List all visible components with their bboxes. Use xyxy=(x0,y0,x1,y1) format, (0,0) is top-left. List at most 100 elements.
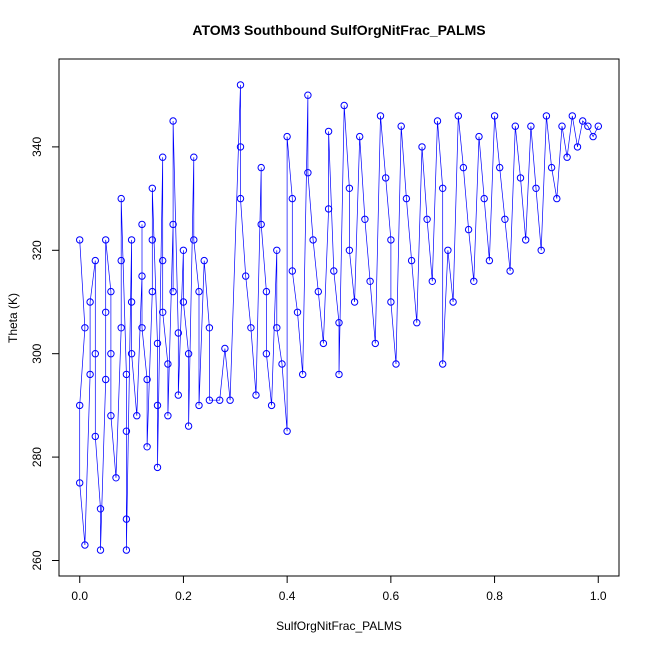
data-point xyxy=(361,215,369,224)
data-point xyxy=(516,174,525,182)
data-point xyxy=(221,344,229,353)
data-point xyxy=(242,272,250,280)
data-point xyxy=(236,194,245,203)
data-point xyxy=(247,324,255,332)
data-point xyxy=(537,246,545,255)
data-point xyxy=(418,143,426,151)
data-point xyxy=(127,236,136,244)
data-point xyxy=(262,350,271,358)
data-point xyxy=(542,112,551,120)
data-point xyxy=(190,153,198,161)
data-point xyxy=(335,370,343,379)
data-point xyxy=(366,277,374,285)
data-point xyxy=(91,350,100,358)
data-point xyxy=(107,412,115,420)
data-point xyxy=(299,370,307,379)
data-point xyxy=(314,287,322,296)
plot-frame xyxy=(58,58,620,577)
data-point xyxy=(547,163,556,172)
x-tick-label: 1.0 xyxy=(590,589,607,603)
data-point xyxy=(91,432,100,441)
data-point xyxy=(584,122,592,130)
data-point xyxy=(319,339,328,348)
data-point xyxy=(195,287,203,296)
data-point xyxy=(454,112,462,120)
data-point xyxy=(179,246,188,255)
data-point xyxy=(174,329,183,337)
data-point xyxy=(283,427,291,435)
data-point xyxy=(117,256,125,265)
data-point xyxy=(122,546,131,554)
data-point xyxy=(579,117,587,125)
data-point xyxy=(107,287,115,296)
data-point xyxy=(423,215,431,224)
x-tick-label: 0.6 xyxy=(383,589,400,603)
chart-title: ATOM3 Southbound SulfOrgNitFrac_PALMS xyxy=(192,22,485,38)
data-point xyxy=(485,256,494,265)
data-point xyxy=(283,132,291,141)
data-point xyxy=(459,163,468,172)
data-point xyxy=(138,272,146,280)
x-axis: 0.0 0.2 0.4 0.6 0.8 1.0 xyxy=(71,575,607,603)
data-point xyxy=(143,375,151,384)
x-tick-label: 0.8 xyxy=(486,589,503,603)
data-point xyxy=(470,277,478,285)
data-point xyxy=(252,391,260,399)
data-point xyxy=(81,324,89,332)
data-point xyxy=(397,122,405,130)
data-point xyxy=(387,298,395,306)
data-point xyxy=(122,370,131,379)
data-point xyxy=(190,236,198,244)
data-points xyxy=(76,81,602,554)
data-point xyxy=(122,515,131,523)
data-point xyxy=(293,308,302,316)
data-point xyxy=(236,143,245,151)
data-point xyxy=(159,153,167,161)
data-point xyxy=(102,236,110,244)
x-tick-label: 0.0 xyxy=(71,589,88,603)
data-point xyxy=(102,308,110,316)
data-point xyxy=(91,256,100,265)
data-point xyxy=(392,360,400,368)
data-point xyxy=(506,267,514,275)
data-point xyxy=(169,117,177,125)
data-point xyxy=(148,184,157,193)
data-point xyxy=(464,225,473,234)
x-tick-label: 0.4 xyxy=(279,589,296,603)
data-point xyxy=(148,287,157,296)
series-line xyxy=(79,84,599,551)
data-point xyxy=(356,132,364,141)
data-point xyxy=(164,360,172,368)
data-point xyxy=(444,246,452,255)
y-axis: 260 280 300 320 340 xyxy=(30,137,60,571)
data-point xyxy=(335,319,343,327)
data-point xyxy=(589,132,597,141)
data-point xyxy=(148,236,157,244)
data-point xyxy=(169,287,177,296)
data-point xyxy=(96,505,105,513)
data-point xyxy=(558,122,566,130)
data-point xyxy=(112,474,120,482)
data-point xyxy=(288,267,296,275)
data-point xyxy=(102,375,110,384)
data-point xyxy=(138,220,146,229)
data-point xyxy=(174,391,183,399)
y-tick-label: 280 xyxy=(30,447,44,467)
data-point xyxy=(288,194,296,203)
data-point xyxy=(107,350,115,358)
data-point xyxy=(449,298,457,306)
data-point xyxy=(511,122,519,130)
data-point xyxy=(278,360,286,368)
data-point xyxy=(594,122,602,130)
data-point xyxy=(184,350,193,358)
y-tick-label: 320 xyxy=(30,240,44,260)
data-point xyxy=(273,324,281,332)
data-point xyxy=(553,194,561,203)
data-point xyxy=(122,427,131,435)
data-point xyxy=(371,339,379,348)
data-point xyxy=(428,277,436,285)
data-point xyxy=(345,246,354,255)
data-point xyxy=(387,236,395,244)
data-point xyxy=(76,236,84,244)
data-point xyxy=(143,443,151,451)
